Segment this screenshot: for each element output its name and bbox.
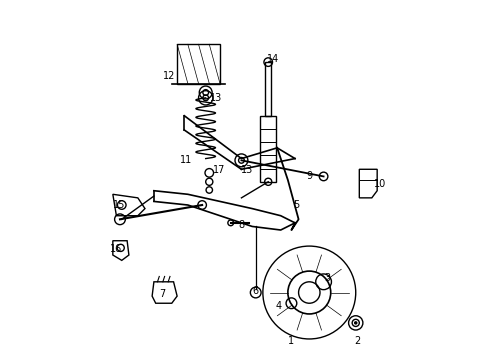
Text: 15: 15 [113, 200, 125, 210]
Text: 10: 10 [374, 179, 386, 189]
Text: 11: 11 [180, 155, 192, 165]
Text: 17: 17 [213, 165, 225, 175]
Text: 9: 9 [306, 171, 312, 181]
Text: 1: 1 [288, 336, 294, 346]
Text: 13: 13 [210, 93, 222, 103]
Text: 3: 3 [324, 273, 330, 283]
Text: 6: 6 [252, 287, 258, 296]
Text: 16: 16 [110, 244, 122, 253]
Text: 2: 2 [354, 336, 361, 346]
Text: 12: 12 [163, 71, 175, 81]
Text: 5: 5 [294, 200, 300, 210]
Text: 8: 8 [238, 220, 245, 230]
Text: 14: 14 [267, 54, 279, 64]
Text: 7: 7 [159, 289, 165, 298]
Circle shape [355, 322, 357, 324]
Text: 13: 13 [242, 165, 254, 175]
Text: 4: 4 [276, 301, 282, 311]
